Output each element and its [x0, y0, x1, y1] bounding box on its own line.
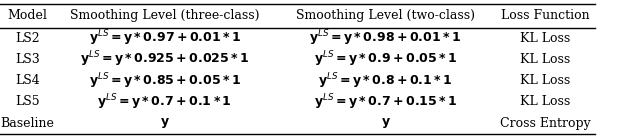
Text: Loss Function: Loss Function [501, 9, 590, 22]
Text: KL Loss: KL Loss [520, 95, 571, 108]
Text: KL Loss: KL Loss [520, 32, 571, 45]
Text: $\bf{y}^{\it{LS}} = \bf{y} * 0.7 + 0.15 * \bf{1}$: $\bf{y}^{\it{LS}} = \bf{y} * 0.7 + 0.15 … [314, 92, 458, 112]
Text: KL Loss: KL Loss [520, 74, 571, 87]
Text: Baseline: Baseline [0, 117, 54, 130]
Text: LS4: LS4 [15, 74, 40, 87]
Text: $\bf{y}^{\it{LS}} = \bf{y} * 0.97 + 0.01 * \bf{1}$: $\bf{y}^{\it{LS}} = \bf{y} * 0.97 + 0.01… [89, 28, 241, 48]
Text: Smoothing Level (two-class): Smoothing Level (two-class) [296, 9, 475, 22]
Text: $\bf{y}^{\it{LS}} = \bf{y} * 0.98 + 0.01 * \bf{1}$: $\bf{y}^{\it{LS}} = \bf{y} * 0.98 + 0.01… [310, 28, 461, 48]
Text: $\bf{y}^{\it{LS}} = \bf{y} * 0.85 + 0.05 * \bf{1}$: $\bf{y}^{\it{LS}} = \bf{y} * 0.85 + 0.05… [89, 71, 241, 91]
Text: $\bf{y}$: $\bf{y}$ [381, 116, 390, 130]
Text: KL Loss: KL Loss [520, 53, 571, 66]
Text: $\bf{y}^{\it{LS}} = \bf{y} * 0.8 + 0.1 * \bf{1}$: $\bf{y}^{\it{LS}} = \bf{y} * 0.8 + 0.1 *… [318, 71, 453, 91]
Text: LS2: LS2 [15, 32, 40, 45]
Text: LS5: LS5 [15, 95, 40, 108]
Text: $\bf{y}^{\it{LS}} = \bf{y} * 0.7 + 0.1 * \bf{1}$: $\bf{y}^{\it{LS}} = \bf{y} * 0.7 + 0.1 *… [97, 92, 232, 112]
Text: Cross Entropy: Cross Entropy [500, 117, 591, 130]
Text: $\bf{y}^{\it{LS}} = \bf{y} * 0.9 + 0.05 * \bf{1}$: $\bf{y}^{\it{LS}} = \bf{y} * 0.9 + 0.05 … [314, 50, 458, 69]
Text: Smoothing Level (three-class): Smoothing Level (three-class) [70, 9, 260, 22]
Text: Model: Model [7, 9, 47, 22]
Text: LS3: LS3 [15, 53, 40, 66]
Text: $\bf{y}^{\it{LS}} = \bf{y} * 0.925 + 0.025 * \bf{1}$: $\bf{y}^{\it{LS}} = \bf{y} * 0.925 + 0.0… [80, 50, 250, 69]
Text: $\bf{y}$: $\bf{y}$ [160, 116, 170, 130]
